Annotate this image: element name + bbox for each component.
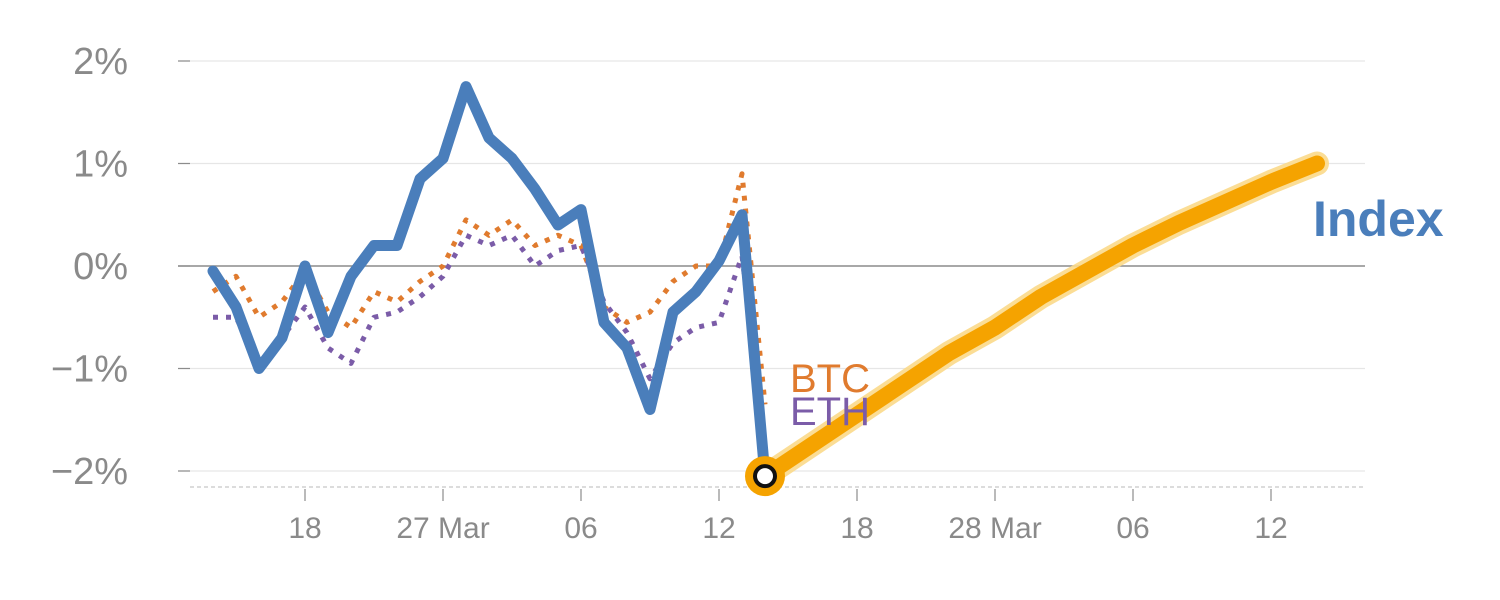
series-line-btc bbox=[211, 171, 768, 405]
y-tick-label: 0% bbox=[73, 246, 128, 288]
y-tick-label: 2% bbox=[73, 41, 128, 83]
y-tick-label: −2% bbox=[51, 451, 128, 493]
series-line-index bbox=[207, 81, 771, 482]
current-point-marker bbox=[753, 464, 777, 489]
series-layer bbox=[207, 81, 1329, 497]
label-btc: BTC bbox=[790, 357, 870, 401]
x-tick-label: 18 bbox=[288, 512, 321, 545]
y-tick-label: 1% bbox=[73, 144, 128, 186]
y-tick-label: −1% bbox=[51, 349, 128, 391]
x-axis: 18 27 Mar 06 12 18 28 Mar 06 12 bbox=[190, 486, 1365, 545]
x-tick-label: 27 Mar bbox=[396, 512, 489, 545]
projection-line bbox=[757, 155, 1325, 485]
y-axis: 2% 1% 0% −1% −2% bbox=[51, 41, 190, 493]
label-eth: ETH bbox=[790, 390, 870, 434]
label-index: Index bbox=[1313, 191, 1444, 247]
x-tick-label: 06 bbox=[564, 512, 597, 545]
x-tick-label: 12 bbox=[702, 512, 735, 545]
x-tick-label: 28 Mar bbox=[948, 512, 1041, 545]
x-tick-label: 06 bbox=[1116, 512, 1149, 545]
series-line-eth bbox=[213, 232, 768, 451]
x-tick-label: 12 bbox=[1254, 512, 1287, 545]
x-tick-label: 18 bbox=[840, 512, 873, 545]
